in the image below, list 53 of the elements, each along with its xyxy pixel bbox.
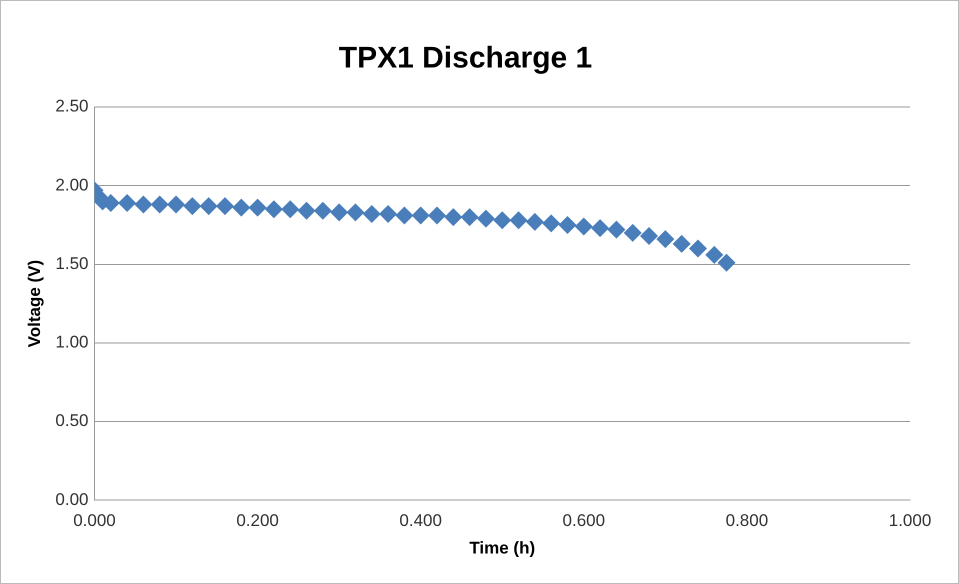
point — [672, 234, 691, 253]
point — [558, 216, 576, 234]
point — [607, 220, 626, 239]
point — [200, 197, 218, 216]
point — [264, 200, 283, 218]
point — [656, 230, 674, 248]
point — [134, 196, 152, 214]
point — [624, 224, 642, 242]
point — [476, 210, 495, 228]
point — [395, 206, 414, 225]
point — [510, 211, 528, 230]
point — [379, 204, 398, 223]
point — [281, 200, 300, 218]
point — [248, 198, 267, 217]
point — [298, 202, 316, 220]
y-axis-title: Voltage (V) — [24, 260, 44, 348]
point — [493, 211, 512, 230]
y-tick-label: 1.50 — [55, 254, 88, 273]
x-tick-label: 0.400 — [399, 511, 442, 530]
y-tick-label: 1.00 — [55, 332, 88, 352]
point — [688, 240, 707, 258]
y-tick-label: 2.50 — [55, 96, 88, 116]
point — [167, 196, 186, 214]
point — [718, 254, 736, 272]
point — [216, 197, 234, 216]
point — [330, 203, 348, 222]
y-tick-label: 2.00 — [55, 175, 88, 194]
point — [232, 198, 250, 217]
point — [118, 194, 136, 212]
point — [346, 203, 364, 222]
x-tick-label: 1.000 — [888, 511, 932, 530]
x-tick-label: 0.200 — [236, 511, 279, 530]
point — [412, 206, 430, 225]
point — [428, 206, 446, 225]
y-tick-label: 0.00 — [55, 490, 88, 509]
x-tick-label: 0.600 — [562, 511, 606, 530]
x-axis-title: Time (h) — [469, 538, 536, 558]
chart-title: TPX1 Discharge 1 — [338, 41, 592, 74]
x-tick-label: 0.800 — [726, 511, 768, 530]
point — [542, 214, 560, 232]
point — [362, 204, 381, 223]
point — [640, 226, 658, 245]
point — [444, 208, 462, 226]
point — [150, 196, 169, 214]
point — [526, 212, 544, 231]
point — [574, 218, 593, 236]
point — [183, 197, 202, 216]
point — [314, 202, 332, 220]
point — [460, 208, 479, 226]
point — [705, 246, 724, 264]
y-tick-label: 0.50 — [55, 411, 88, 430]
point — [591, 219, 610, 238]
x-tick-label: 0.000 — [73, 511, 116, 530]
